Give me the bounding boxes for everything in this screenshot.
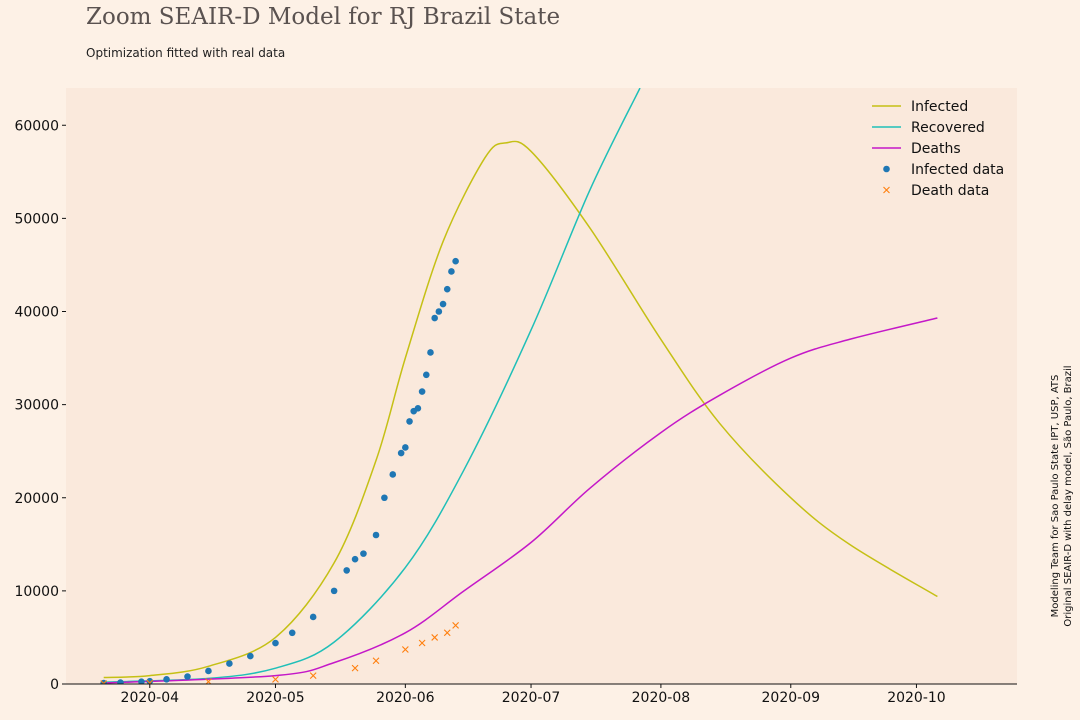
data-point-infected-data	[184, 673, 191, 680]
legend-label-infected-data: Infected data	[911, 162, 1004, 178]
series-infected-data	[100, 257, 459, 684]
data-point-infected-data	[343, 567, 350, 574]
data-point-infected-data	[414, 405, 422, 412]
data-point-infected-data	[422, 371, 430, 379]
y-tick-label: 10000	[14, 584, 59, 600]
series-death-data	[100, 621, 460, 684]
x-tick-label: 2020-07	[502, 690, 561, 706]
chart-subtitle: Optimization fitted with real data	[86, 46, 286, 60]
data-point-death-data	[146, 679, 154, 684]
data-point-infected-data	[406, 418, 413, 425]
series-clip-group	[100, 88, 938, 684]
data-point-infected-data	[389, 471, 397, 478]
data-point-infected-data	[372, 531, 380, 539]
data-point-infected-data	[443, 285, 451, 293]
data-point-death-data	[431, 634, 439, 641]
data-point-death-data	[443, 629, 451, 637]
x-tick-label: 2020-05	[246, 690, 305, 706]
y-tick-label: 20000	[14, 491, 59, 507]
series-line-infected	[103, 140, 938, 679]
y-tick-label: 40000	[14, 305, 59, 321]
data-point-infected-data	[351, 555, 359, 563]
axes-layer: 2020-04 2020-05 2020-06 2020-07 2020-08 2020-…	[14, 118, 1017, 706]
data-point-death-data	[452, 621, 460, 629]
legend-label-death-data: Death data	[911, 183, 989, 199]
data-point-infected-data	[397, 449, 405, 457]
series-line-deaths	[103, 317, 938, 684]
y-tick-label: 50000	[14, 211, 59, 227]
legend-swatch-death-data	[883, 186, 890, 194]
x-tick-label: 2020-04	[121, 690, 180, 706]
series-layer	[100, 88, 938, 684]
data-point-death-data	[272, 675, 279, 683]
data-point-death-data	[372, 657, 380, 665]
plot-area	[66, 88, 1017, 684]
data-point-infected-data	[418, 388, 426, 395]
legend: Infected Recovered Deaths Infected data Deat…	[872, 99, 1004, 199]
x-tick-label: 2020-06	[376, 690, 435, 706]
data-point-infected-data	[146, 677, 154, 684]
data-point-infected-data	[360, 550, 367, 557]
x-tick-label: 2020-09	[762, 690, 821, 706]
data-point-infected-data	[247, 652, 254, 660]
data-point-infected-data	[205, 667, 212, 675]
data-point-death-data	[309, 672, 317, 680]
data-point-infected-data	[117, 679, 124, 684]
y-tick-label: 30000	[14, 398, 59, 414]
chart-title: Zoom SEAIR-D Model for RJ Brazil State	[86, 4, 561, 30]
data-point-infected-data	[402, 444, 409, 451]
y-tick-label: 60000	[14, 118, 59, 134]
data-point-infected-data	[100, 679, 108, 684]
data-point-infected-data	[163, 676, 170, 683]
legend-label-recovered: Recovered	[911, 120, 985, 136]
data-point-infected-data	[381, 494, 388, 502]
data-point-infected-data	[431, 314, 438, 322]
data-point-infected-data	[448, 268, 455, 275]
legend-swatch-infected-data	[883, 165, 890, 173]
x-tick-label: 2020-10	[887, 690, 946, 706]
data-point-infected-data	[288, 629, 296, 637]
data-point-infected-data	[435, 308, 443, 315]
data-point-infected-data	[330, 587, 338, 595]
series-line-recovered	[103, 88, 641, 683]
data-point-infected-data	[452, 257, 459, 265]
data-point-death-data	[418, 639, 426, 647]
data-point-death-data	[401, 646, 409, 653]
data-point-infected-data	[226, 660, 233, 667]
legend-label-deaths: Deaths	[911, 141, 961, 157]
x-tick-label: 2020-08	[632, 690, 691, 706]
y-tick-label: 0	[50, 677, 59, 693]
legend-label-infected: Infected	[911, 99, 968, 115]
data-point-infected-data	[309, 613, 317, 621]
data-point-infected-data	[138, 678, 145, 684]
data-point-infected-data	[272, 639, 279, 647]
data-point-infected-data	[439, 300, 447, 308]
data-point-death-data	[351, 664, 359, 672]
data-point-infected-data	[427, 349, 434, 356]
